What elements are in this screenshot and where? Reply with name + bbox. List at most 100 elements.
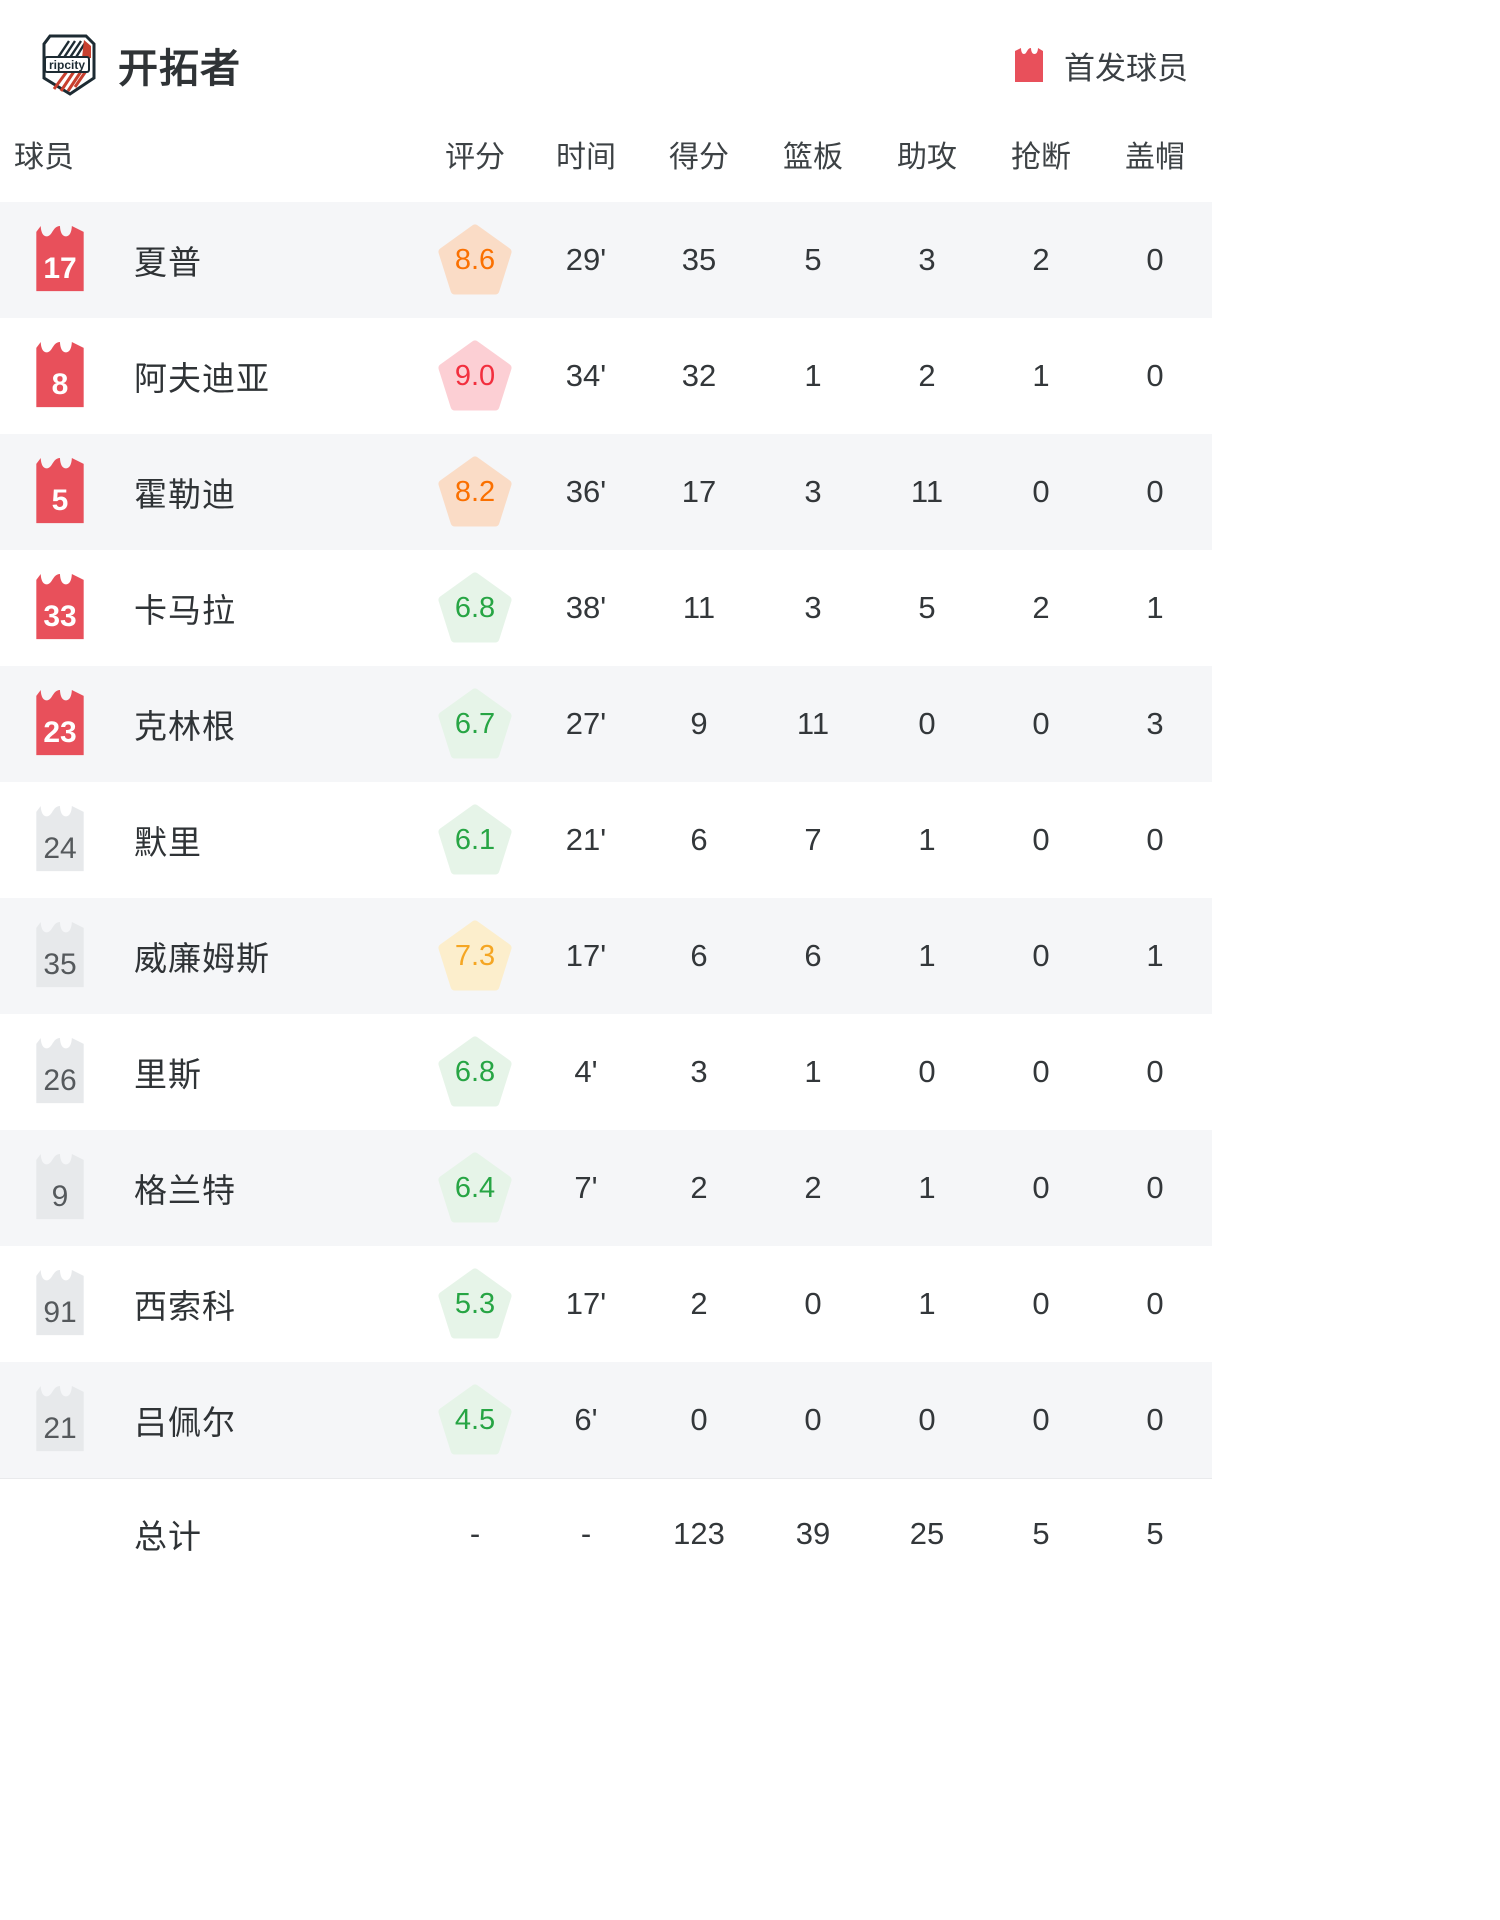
jersey-icon: 35	[26, 919, 94, 993]
rating-value: 6.7	[454, 708, 496, 740]
player-rating-cell: 8.2	[420, 434, 530, 550]
rating-value: 6.8	[454, 1056, 496, 1088]
table-row[interactable]: 8 阿夫迪亚 9.0 34' 32 1 2 1 0	[0, 318, 1212, 434]
player-points: 9	[690, 706, 708, 741]
player-name[interactable]: 西索科	[134, 1288, 236, 1325]
jersey-icon: 5	[26, 455, 94, 529]
player-steals: 0	[1032, 706, 1050, 741]
table-row[interactable]: 23 克林根 6.7 27' 9 11 0 0 3	[0, 666, 1212, 782]
player-points: 6	[690, 938, 708, 973]
table-row[interactable]: 91 西索科 5.3 17' 2 0 1 0 0	[0, 1246, 1212, 1362]
player-rebounds: 5	[804, 242, 822, 277]
column-header-rebounds: 篮板	[783, 141, 843, 174]
player-blocks: 0	[1146, 1054, 1164, 1089]
player-assists: 2	[918, 358, 936, 393]
player-rating-cell: 9.0	[420, 318, 530, 434]
jersey-icon: 8	[26, 339, 94, 413]
player-jersey-cell: 33	[0, 550, 120, 666]
rating-badge: 6.4	[438, 1152, 512, 1224]
rating-value: 6.1	[454, 824, 496, 856]
jersey-number: 24	[43, 832, 77, 865]
column-header-rating: 评分	[445, 141, 505, 174]
jersey-number: 35	[43, 948, 77, 981]
player-name[interactable]: 阿夫迪亚	[134, 360, 270, 397]
player-steals: 0	[1032, 938, 1050, 973]
jersey-icon: 17	[26, 223, 94, 297]
player-points: 6	[690, 822, 708, 857]
player-name[interactable]: 卡马拉	[134, 592, 236, 629]
player-rating-cell: 8.6	[420, 202, 530, 318]
rating-badge: 6.8	[438, 572, 512, 644]
player-rating-cell: 4.5	[420, 1362, 530, 1478]
rating-badge: 5.3	[438, 1268, 512, 1340]
team-boxscore-panel: ripcity 开拓者 首发球员 球员 评分 时间 得分	[0, 34, 1212, 1590]
table-row[interactable]: 17 夏普 8.6 29' 35 5 3 2 0	[0, 202, 1212, 318]
player-jersey-cell: 5	[0, 434, 120, 550]
totals-jersey-spacer	[0, 1477, 120, 1590]
player-steals: 2	[1032, 590, 1050, 625]
player-minutes: 36'	[565, 474, 607, 509]
player-blocks: 3	[1146, 706, 1164, 741]
rating-value: 9.0	[454, 360, 496, 392]
player-points: 2	[690, 1286, 708, 1321]
player-assists: 5	[918, 590, 936, 625]
player-steals: 2	[1032, 242, 1050, 277]
rating-value: 6.4	[454, 1172, 496, 1204]
jersey-icon: 33	[26, 571, 94, 645]
table-row[interactable]: 9 格兰特 6.4 7' 2 2 1 0 0	[0, 1130, 1212, 1246]
player-steals: 0	[1032, 822, 1050, 857]
player-rebounds: 7	[804, 822, 822, 857]
player-name[interactable]: 克林根	[134, 708, 236, 745]
rating-badge: 8.6	[438, 224, 512, 296]
table-row[interactable]: 26 里斯 6.8 4' 3 1 0 0 0	[0, 1014, 1212, 1130]
column-header-steals: 抢断	[1011, 141, 1071, 174]
player-assists: 0	[918, 1054, 936, 1089]
player-rebounds: 3	[804, 474, 822, 509]
rating-badge: 9.0	[438, 340, 512, 412]
totals-label: 总计	[120, 1477, 420, 1590]
player-rebounds: 3	[804, 590, 822, 625]
player-name[interactable]: 威廉姆斯	[134, 940, 270, 977]
player-rating-cell: 6.8	[420, 550, 530, 666]
jersey-number: 33	[43, 600, 77, 633]
jersey-icon: 23	[26, 687, 94, 761]
jersey-number: 17	[43, 252, 77, 285]
player-name[interactable]: 霍勒迪	[134, 476, 236, 513]
player-rebounds: 1	[804, 358, 822, 393]
player-minutes: 17'	[565, 1286, 607, 1321]
table-row[interactable]: 5 霍勒迪 8.2 36' 17 3 11 0 0	[0, 434, 1212, 550]
jersey-number: 26	[43, 1064, 77, 1097]
player-minutes: 34'	[565, 358, 607, 393]
player-jersey-cell: 91	[0, 1246, 120, 1362]
player-assists: 1	[918, 938, 936, 973]
table-row[interactable]: 24 默里 6.1 21' 6 7 1 0 0	[0, 782, 1212, 898]
rating-badge: 6.7	[438, 688, 512, 760]
logo-wordmark: ripcity	[49, 58, 85, 72]
totals-rebounds: 39	[756, 1477, 870, 1590]
player-name[interactable]: 默里	[134, 824, 202, 861]
player-blocks: 1	[1146, 938, 1164, 973]
player-assists: 1	[918, 822, 936, 857]
player-blocks: 1	[1146, 590, 1164, 625]
player-rating-cell: 7.3	[420, 898, 530, 1014]
player-steals: 0	[1032, 474, 1050, 509]
rating-badge: 6.8	[438, 1036, 512, 1108]
table-row[interactable]: 35 威廉姆斯 7.3 17' 6 6 1 0 1	[0, 898, 1212, 1014]
player-points: 3	[690, 1054, 708, 1089]
jersey-number: 21	[43, 1411, 77, 1445]
table-row[interactable]: 21 吕佩尔 4.5 6' 0 0 0 0 0	[0, 1362, 1212, 1478]
player-jersey-cell: 17	[0, 202, 120, 318]
table-row[interactable]: 33 卡马拉 6.8 38' 11 3 5 2 1	[0, 550, 1212, 666]
player-blocks: 0	[1146, 1401, 1164, 1437]
player-name[interactable]: 里斯	[134, 1056, 202, 1093]
team-identity: ripcity 开拓者	[40, 34, 241, 96]
player-name[interactable]: 夏普	[134, 244, 202, 281]
rating-value: 8.2	[454, 476, 496, 508]
player-rating-cell: 6.7	[420, 666, 530, 782]
ripcity-logo-icon: ripcity	[40, 34, 96, 96]
player-minutes: 7'	[574, 1170, 598, 1205]
player-name[interactable]: 格兰特	[134, 1172, 236, 1209]
player-steals: 0	[1032, 1286, 1050, 1321]
player-name[interactable]: 吕佩尔	[134, 1403, 236, 1441]
rating-value: 5.3	[454, 1288, 496, 1320]
